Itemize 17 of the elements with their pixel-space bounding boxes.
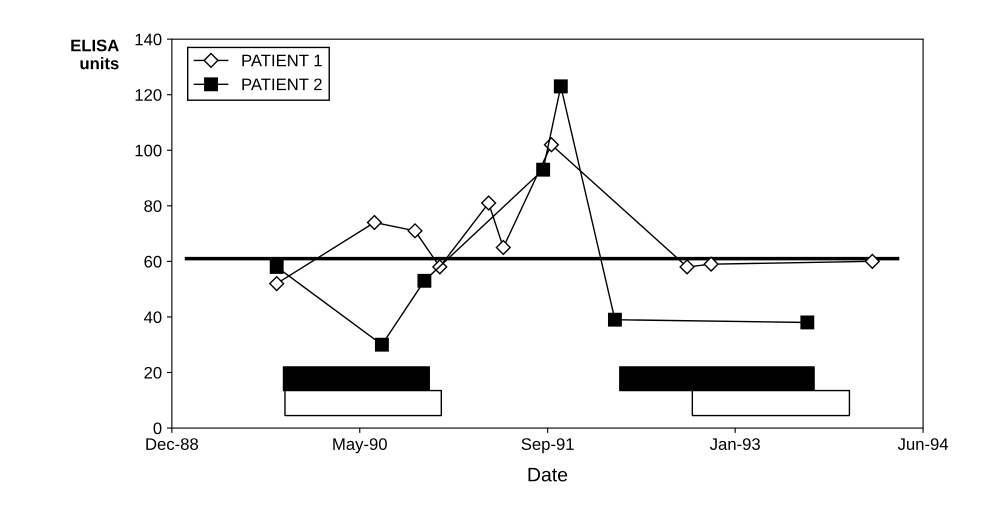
x-tick-label: Jan-93 bbox=[710, 438, 760, 450]
y-tick-label: 80 bbox=[144, 200, 162, 212]
y-tick-label: 20 bbox=[144, 366, 162, 379]
y-tick-label: 140 bbox=[136, 34, 162, 46]
y-tick-label: 0 bbox=[154, 422, 162, 434]
y-tick-label: 60 bbox=[144, 256, 162, 268]
x-axis-title: Date bbox=[528, 468, 568, 482]
x-tick-label: Dec-88 bbox=[146, 438, 198, 450]
y-axis-title: ELISA units bbox=[71, 40, 119, 70]
legend-label: PATIENT 1 bbox=[242, 54, 322, 66]
x-tick-label: May-90 bbox=[333, 438, 387, 454]
x-tick-label: Jun-94 bbox=[898, 438, 948, 450]
y-tick-label: 120 bbox=[136, 89, 162, 101]
y-tick-label: 100 bbox=[136, 144, 162, 156]
y-tick-label: 40 bbox=[144, 311, 162, 324]
legend-label: PATIENT 2 bbox=[242, 78, 322, 90]
x-tick-label: Sep-91 bbox=[522, 438, 574, 454]
